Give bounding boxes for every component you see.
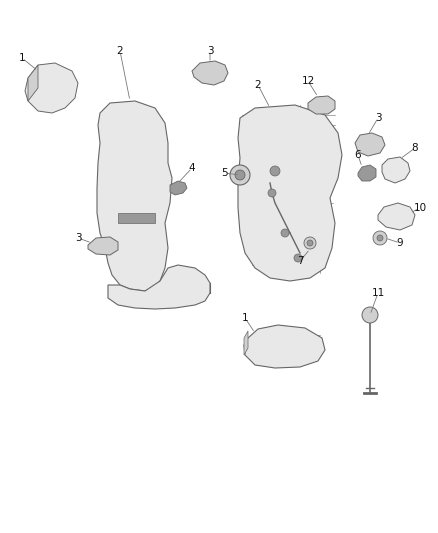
Polygon shape (244, 331, 248, 355)
Text: 4: 4 (189, 163, 195, 173)
Circle shape (270, 166, 280, 176)
Text: 3: 3 (75, 233, 81, 243)
Polygon shape (244, 325, 325, 368)
Polygon shape (358, 165, 376, 181)
Polygon shape (238, 105, 342, 281)
Text: 5: 5 (222, 168, 228, 178)
Text: 2: 2 (117, 46, 124, 56)
Text: 1: 1 (19, 53, 25, 63)
Polygon shape (108, 265, 210, 309)
Polygon shape (378, 203, 415, 230)
Circle shape (281, 229, 289, 237)
Circle shape (304, 237, 316, 249)
Polygon shape (355, 133, 385, 156)
Text: 2: 2 (254, 80, 261, 90)
Circle shape (307, 240, 313, 246)
Polygon shape (308, 96, 335, 114)
Polygon shape (170, 181, 187, 195)
Circle shape (377, 235, 383, 241)
Circle shape (294, 254, 302, 262)
Polygon shape (97, 101, 172, 291)
Polygon shape (28, 65, 38, 101)
Text: 9: 9 (397, 238, 403, 248)
Polygon shape (118, 213, 155, 223)
Text: 11: 11 (371, 288, 385, 298)
Text: 1: 1 (242, 313, 248, 323)
Text: 12: 12 (301, 76, 314, 86)
Circle shape (230, 165, 250, 185)
Text: 7: 7 (297, 256, 303, 266)
Polygon shape (382, 157, 410, 183)
Text: 8: 8 (412, 143, 418, 153)
Text: 10: 10 (413, 203, 427, 213)
Circle shape (362, 307, 378, 323)
Polygon shape (192, 61, 228, 85)
Polygon shape (88, 237, 118, 255)
Text: 3: 3 (374, 113, 381, 123)
Polygon shape (25, 63, 78, 113)
Text: 6: 6 (355, 150, 361, 160)
Circle shape (235, 170, 245, 180)
Circle shape (373, 231, 387, 245)
Circle shape (268, 189, 276, 197)
Text: 3: 3 (207, 46, 213, 56)
